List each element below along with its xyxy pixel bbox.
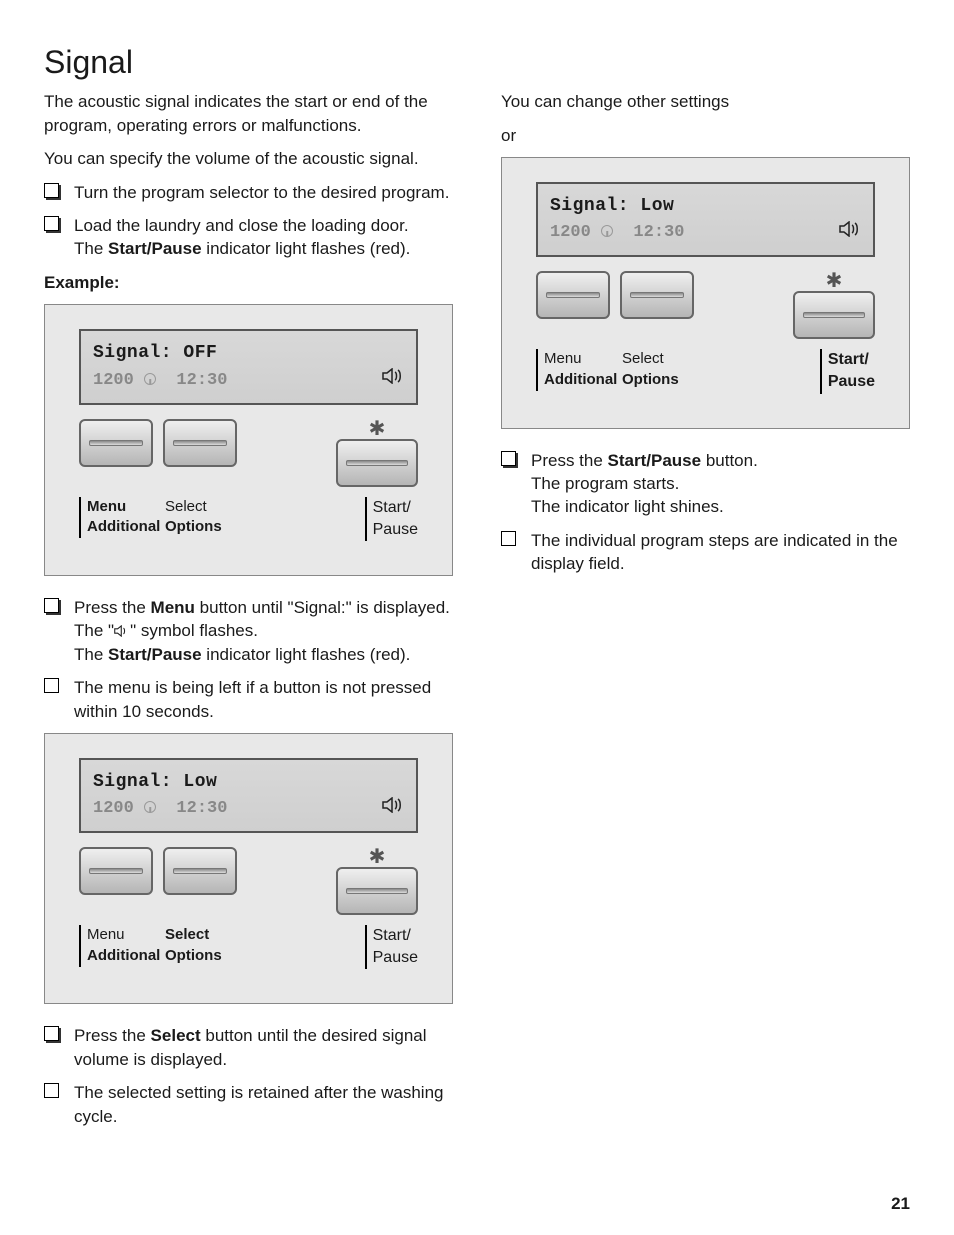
spin-icon xyxy=(144,801,156,813)
lcd-line2: 1200 12:30 xyxy=(93,368,404,392)
intro-paragraph-1: The acoustic signal indicates the start … xyxy=(44,90,453,137)
snowflake-icon: ✱ xyxy=(793,271,875,291)
checkbox-icon xyxy=(44,1083,59,1098)
start-pause-label: Start/ Pause xyxy=(365,925,418,969)
lcd-line1: Signal: Low xyxy=(550,194,861,219)
left-column: The acoustic signal indicates the start … xyxy=(44,90,453,1138)
menu-button[interactable] xyxy=(79,847,153,895)
checkbox-icon xyxy=(44,216,59,231)
menu-select-labels: MenuSelect AdditionalOptions xyxy=(79,497,215,538)
menu-select-labels: MenuSelect AdditionalOptions xyxy=(79,925,215,966)
step-text-line3: The indicator light shines. xyxy=(531,497,724,516)
snowflake-icon: ✱ xyxy=(336,847,418,867)
step-item: Press the Menu button until "Signal:" is… xyxy=(44,596,453,666)
note-item: The menu is being left if a button is no… xyxy=(44,676,453,723)
step-text-line3: The Start/Pause indicator light flashes … xyxy=(74,645,410,664)
menu-select-labels: MenuSelect AdditionalOptions xyxy=(536,349,672,390)
checkbox-icon xyxy=(44,678,59,693)
checkbox-icon xyxy=(501,451,516,466)
step-text: Press the Select button until the desire… xyxy=(74,1026,427,1068)
start-pause-button[interactable] xyxy=(793,291,875,339)
checkbox-icon xyxy=(44,598,59,613)
step-item: Press the Select button until the desire… xyxy=(44,1024,453,1071)
page-number: 21 xyxy=(891,1192,910,1215)
note-item: The individual program steps are indicat… xyxy=(501,529,910,576)
start-pause-label: Start/ Pause xyxy=(820,349,875,393)
lcd-line2: 1200 12:30 xyxy=(93,797,404,821)
spin-icon xyxy=(144,373,156,385)
step-item: Turn the program selector to the desired… xyxy=(44,181,453,204)
note-text: The selected setting is retained after t… xyxy=(74,1083,444,1125)
intro-paragraph-2: You can specify the volume of the acoust… xyxy=(44,147,453,170)
start-pause-label: Start/ Pause xyxy=(365,497,418,541)
step-text-line2: The Start/Pause indicator light flashes … xyxy=(74,239,410,258)
note-text: The individual program steps are indicat… xyxy=(531,531,898,573)
lcd-display: Signal: Low 1200 12:30 xyxy=(79,758,418,833)
step-text-line2: The "" symbol flashes. xyxy=(74,621,258,640)
step-text: Load the laundry and close the loading d… xyxy=(74,216,409,235)
note-item: The selected setting is retained after t… xyxy=(44,1081,453,1128)
lcd-line2: 1200 12:30 xyxy=(550,221,861,245)
step-text-line2: The program starts. xyxy=(531,474,679,493)
start-pause-button[interactable] xyxy=(336,439,418,487)
note-text: The menu is being left if a button is no… xyxy=(74,678,431,720)
speaker-icon xyxy=(382,368,404,392)
lcd-line1: Signal: Low xyxy=(93,770,404,795)
example-label: Example: xyxy=(44,271,453,294)
speaker-icon xyxy=(382,797,404,821)
step-item: Press the Start/Pause button. The progra… xyxy=(501,449,910,519)
step-text: Press the Menu button until "Signal:" is… xyxy=(74,598,450,617)
select-button[interactable] xyxy=(620,271,694,319)
right-intro-2: or xyxy=(501,124,910,147)
control-panel-3: Signal: Low 1200 12:30 ✱ xyxy=(501,157,910,428)
step-item: Load the laundry and close the loading d… xyxy=(44,214,453,261)
menu-button[interactable] xyxy=(536,271,610,319)
start-pause-button[interactable] xyxy=(336,867,418,915)
control-panel-1: Signal: OFF 1200 12:30 ✱ xyxy=(44,304,453,575)
snowflake-icon: ✱ xyxy=(336,419,418,439)
select-button[interactable] xyxy=(163,847,237,895)
checkbox-icon xyxy=(44,183,59,198)
lcd-display: Signal: Low 1200 12:30 xyxy=(536,182,875,257)
lcd-display: Signal: OFF 1200 12:30 xyxy=(79,329,418,404)
right-column: You can change other settings or Signal:… xyxy=(501,90,910,1138)
speaker-icon xyxy=(839,221,861,245)
lcd-line1: Signal: OFF xyxy=(93,341,404,366)
menu-button[interactable] xyxy=(79,419,153,467)
checkbox-icon xyxy=(44,1026,59,1041)
spin-icon xyxy=(601,225,613,237)
page-title: Signal xyxy=(44,40,910,84)
select-button[interactable] xyxy=(163,419,237,467)
checkbox-icon xyxy=(501,531,516,546)
step-text: Turn the program selector to the desired… xyxy=(74,183,449,202)
right-intro-1: You can change other settings xyxy=(501,90,910,113)
step-text: Press the Start/Pause button. xyxy=(531,451,758,470)
control-panel-2: Signal: Low 1200 12:30 ✱ xyxy=(44,733,453,1004)
